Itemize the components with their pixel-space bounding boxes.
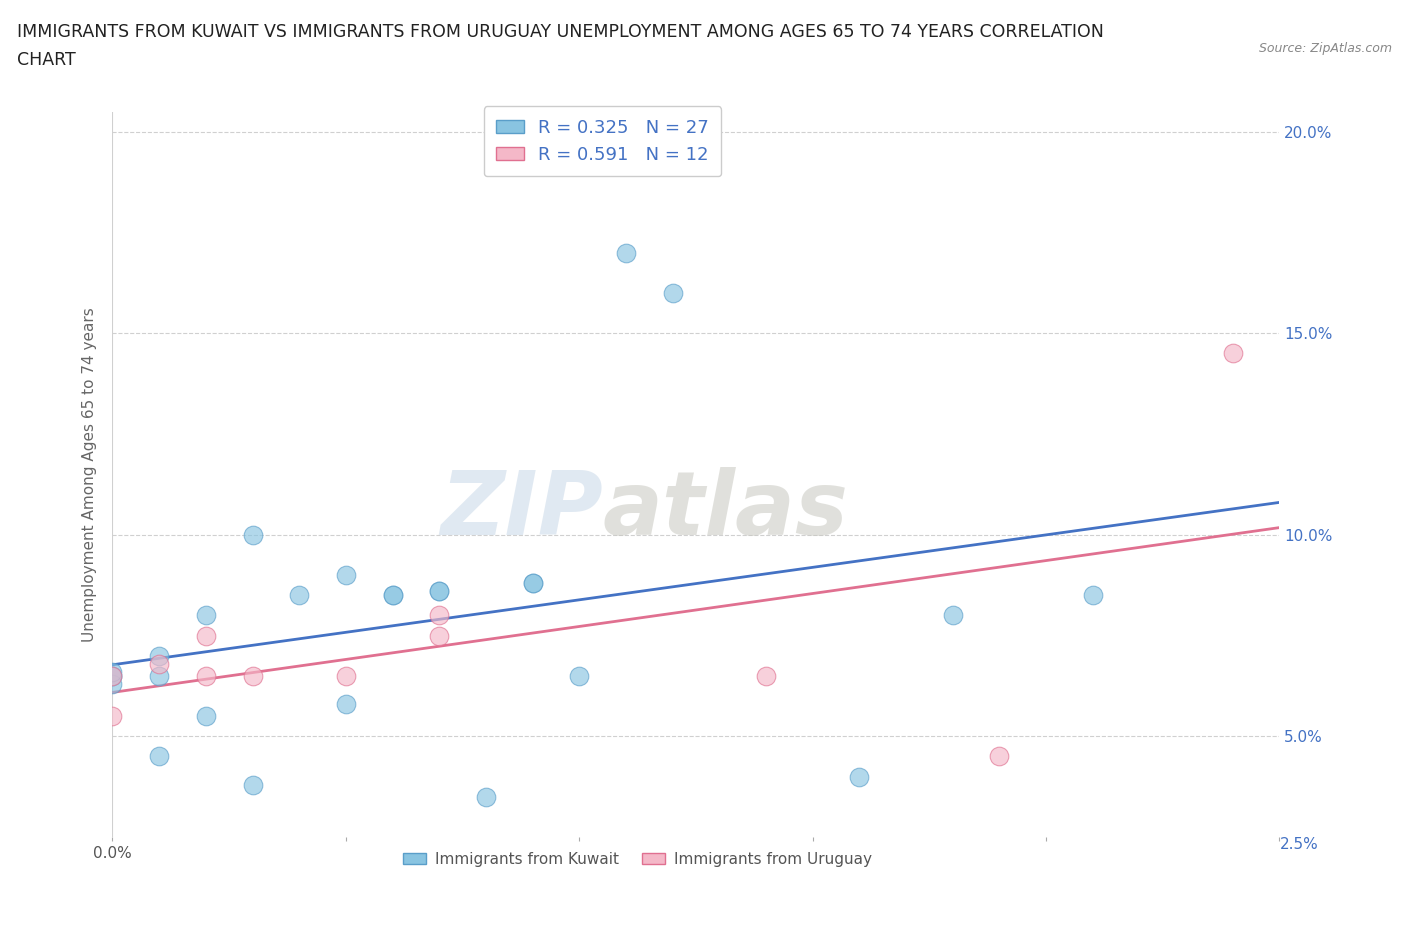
Point bbox=[194, 709, 217, 724]
Point bbox=[101, 664, 124, 679]
Point bbox=[101, 669, 124, 684]
Point bbox=[427, 584, 450, 599]
Point bbox=[755, 669, 778, 684]
Point bbox=[522, 576, 544, 591]
Text: ZIP: ZIP bbox=[440, 467, 603, 554]
Point bbox=[381, 588, 404, 603]
Point bbox=[427, 608, 450, 623]
Text: 2.5%: 2.5% bbox=[1279, 837, 1319, 852]
Point bbox=[848, 769, 870, 784]
Text: CHART: CHART bbox=[17, 51, 76, 69]
Point bbox=[427, 584, 450, 599]
Point bbox=[194, 608, 217, 623]
Point bbox=[101, 709, 124, 724]
Text: atlas: atlas bbox=[603, 467, 848, 554]
Point bbox=[335, 697, 357, 711]
Point bbox=[522, 576, 544, 591]
Point bbox=[381, 588, 404, 603]
Point bbox=[1081, 588, 1104, 603]
Point bbox=[194, 628, 217, 643]
Point bbox=[288, 588, 311, 603]
Point bbox=[148, 648, 170, 663]
Point bbox=[101, 669, 124, 684]
Point bbox=[242, 527, 264, 542]
Y-axis label: Unemployment Among Ages 65 to 74 years: Unemployment Among Ages 65 to 74 years bbox=[82, 307, 97, 642]
Point bbox=[148, 657, 170, 671]
Point bbox=[101, 676, 124, 691]
Point bbox=[335, 567, 357, 582]
Point bbox=[335, 669, 357, 684]
Point bbox=[101, 669, 124, 684]
Legend: Immigrants from Kuwait, Immigrants from Uruguay: Immigrants from Kuwait, Immigrants from … bbox=[396, 845, 879, 873]
Point bbox=[148, 749, 170, 764]
Point bbox=[614, 246, 637, 260]
Point bbox=[988, 749, 1011, 764]
Point bbox=[942, 608, 965, 623]
Point bbox=[568, 669, 591, 684]
Point bbox=[661, 286, 683, 300]
Point bbox=[148, 669, 170, 684]
Point bbox=[1222, 346, 1244, 361]
Point bbox=[475, 790, 498, 804]
Point bbox=[242, 777, 264, 792]
Point bbox=[427, 628, 450, 643]
Point bbox=[242, 669, 264, 684]
Point bbox=[194, 669, 217, 684]
Text: IMMIGRANTS FROM KUWAIT VS IMMIGRANTS FROM URUGUAY UNEMPLOYMENT AMONG AGES 65 TO : IMMIGRANTS FROM KUWAIT VS IMMIGRANTS FRO… bbox=[17, 23, 1104, 41]
Text: Source: ZipAtlas.com: Source: ZipAtlas.com bbox=[1258, 42, 1392, 55]
